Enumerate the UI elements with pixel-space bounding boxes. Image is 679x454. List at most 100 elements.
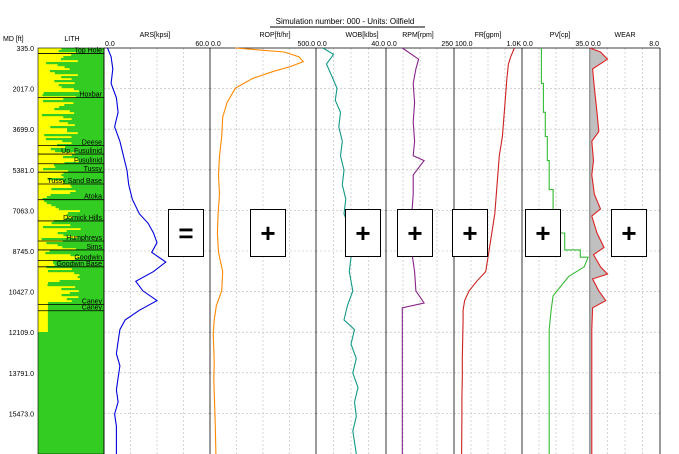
track-label: WEAR xyxy=(615,32,636,39)
lithology-shale-band xyxy=(38,358,104,361)
lithology-shale-band xyxy=(57,232,104,235)
lithology-shale-band xyxy=(71,186,104,189)
formation-label: Hoxbar xyxy=(79,91,102,98)
lithology-shale-band xyxy=(52,260,104,263)
lithology-shale-band xyxy=(69,292,104,295)
lithology-shale-band xyxy=(38,410,104,413)
lithology-shale-band xyxy=(38,394,104,397)
lithology-shale-band xyxy=(70,224,104,227)
lithology-shale-band xyxy=(38,370,104,373)
lithology-shale-band xyxy=(47,324,104,327)
track-wear: WEAR 0.0 8.0 xyxy=(589,32,660,454)
formation-label: Goodwin xyxy=(74,255,102,262)
track-min-label: 0.0 xyxy=(211,41,221,48)
lithology-shale-band xyxy=(46,62,104,65)
plus-operator-button[interactable]: + xyxy=(525,209,561,257)
lithology-shale-band xyxy=(68,170,104,173)
lithology-shale-band xyxy=(38,342,104,345)
lithology-shale-band xyxy=(75,190,104,193)
lithology-shale-band xyxy=(50,126,104,129)
plus-operator-button[interactable]: + xyxy=(345,209,381,257)
lithology-shale-band xyxy=(38,362,104,365)
lithology-shale-band xyxy=(75,152,104,155)
lithology-shale-band xyxy=(38,360,104,363)
lithology-shale-band xyxy=(64,104,104,107)
lithology-shale-band xyxy=(38,452,104,454)
lithology-shale-band xyxy=(62,246,104,249)
lithology-shale-band xyxy=(47,306,104,309)
lithology-shale-band xyxy=(73,102,104,105)
lithology-shale-band xyxy=(47,314,104,317)
lithology-shale-band xyxy=(66,214,104,217)
lithology-shale-band xyxy=(38,422,104,425)
series-line-ars xyxy=(106,47,167,454)
plus-operator-button[interactable]: + xyxy=(397,209,433,257)
depth-axis-label: MD [ft] xyxy=(3,36,24,43)
depth-tick-label: 15473.0 xyxy=(9,411,34,418)
lithology-shale-band xyxy=(38,382,104,385)
track-min-label: 0.0 xyxy=(523,41,533,48)
lithology-shale-band xyxy=(72,154,104,157)
lithology-shale-band xyxy=(47,312,104,315)
formation-label: Tussy Sand Base xyxy=(47,178,102,185)
series-line-fr xyxy=(461,47,515,454)
lithology-shale-band xyxy=(57,144,104,147)
lithology-shale-band xyxy=(78,90,104,93)
lithology-shale-band xyxy=(41,238,104,241)
lithology-shale-band xyxy=(38,368,104,371)
series-line-wear xyxy=(589,47,609,454)
lithology-shale-band xyxy=(46,242,104,245)
depth-axis: MD [ft] 335.0 2017.0 3699.0 5381.0 7063.0 874… xyxy=(3,36,34,418)
lithology-shale-band xyxy=(54,108,104,111)
formation-label: Tussy xyxy=(84,166,103,173)
lithology-shale-band xyxy=(38,432,104,435)
series-line-rop xyxy=(212,47,305,454)
lithology-shale-band xyxy=(54,80,104,83)
lithology-shale-band xyxy=(38,388,104,391)
track-ars: ARS[kpsi] 0.0 60.0 xyxy=(103,32,210,454)
track-rop: ROP[ft/hr] 0.0 500.0 xyxy=(209,32,316,454)
lithology-shale-band xyxy=(38,440,104,443)
formation-label: Sims xyxy=(86,244,102,251)
plus-operator-button[interactable]: + xyxy=(250,209,286,257)
lithology-shale-band xyxy=(49,70,104,73)
track-min-label: 0.0 xyxy=(591,41,601,48)
lithology-track-label: LITH xyxy=(64,36,79,43)
formation-label: Fusulinid xyxy=(74,158,102,165)
lithology-shale-band xyxy=(38,420,104,423)
lithology-shale-band xyxy=(47,318,104,321)
lithology-shale-band xyxy=(42,94,104,97)
lithology-shale-band xyxy=(38,436,104,439)
equals-operator-button[interactable]: = xyxy=(168,209,204,257)
lithology-shale-band xyxy=(38,406,104,409)
lithology-shale-band xyxy=(68,212,104,215)
lithology-shale-band xyxy=(69,110,104,113)
lithology-shale-band xyxy=(71,300,104,303)
lithology-shale-band xyxy=(38,434,104,437)
formation-label: Atoka xyxy=(84,194,102,201)
lithology-shale-band xyxy=(47,304,104,307)
lithology-shale-band xyxy=(71,118,104,121)
lithology-shale-band xyxy=(38,378,104,381)
lithology-shale-band xyxy=(58,50,104,53)
lithology-shale-band xyxy=(59,120,104,123)
lithology-shale-band xyxy=(77,132,104,135)
lithology-shale-band xyxy=(79,210,104,213)
lithology-shale-band xyxy=(38,450,104,453)
plus-operator-button[interactable]: + xyxy=(452,209,488,257)
lithology-shale-band xyxy=(63,56,104,59)
track-max-label: 8.0 xyxy=(649,41,659,48)
lithology-shale-band xyxy=(72,216,104,219)
lithology-shale-band xyxy=(66,128,104,131)
track-label: ARS[kpsi] xyxy=(140,32,171,39)
lithology-shale-band xyxy=(79,256,104,259)
track-max-label: 1.0K xyxy=(507,41,522,48)
lithology-shale-band xyxy=(38,366,104,369)
plus-operator-button[interactable]: + xyxy=(611,209,647,257)
lithology-shale-band xyxy=(80,228,104,231)
lithology-shale-band xyxy=(53,164,104,167)
lithology-shale-band xyxy=(74,124,104,127)
lithology-shale-band xyxy=(48,270,104,273)
